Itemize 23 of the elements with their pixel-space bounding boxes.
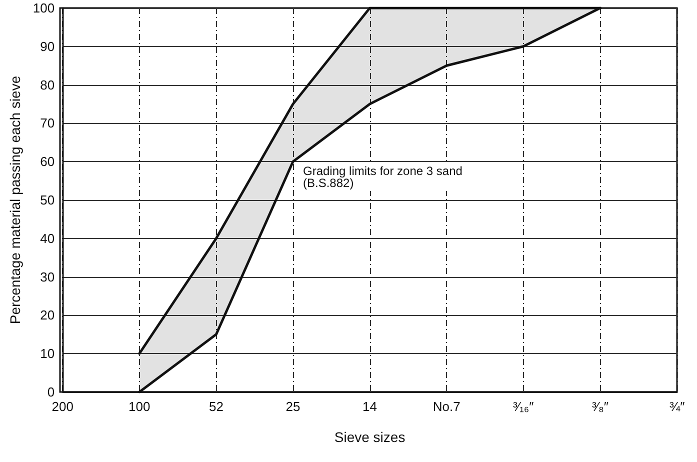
x-tick-label: 14 (362, 399, 378, 414)
x-tick-label: 25 (286, 399, 300, 414)
y-tick-label: 30 (40, 269, 55, 284)
y-tick-label: 90 (40, 38, 55, 54)
annotation: Grading limits for zone 3 sand (B.S.882) (303, 164, 462, 190)
y-tick-label: 100 (32, 0, 55, 16)
y-tick-label: 40 (40, 230, 55, 246)
y-axis-title: Percentage material passing each sieve (7, 76, 23, 324)
y-tick-label: 70 (40, 116, 55, 131)
y-tick-label: 10 (40, 346, 55, 362)
x-tick-label: ³⁄₁₆″ (513, 399, 534, 414)
x-tick-label: ¾″ (669, 399, 686, 414)
y-tick-label: 0 (47, 384, 55, 400)
y-tick-label: 20 (40, 308, 55, 323)
x-tick-label: 52 (208, 399, 224, 414)
x-tick-label: No.7 (432, 399, 460, 414)
x-tick-label: 100 (128, 399, 150, 414)
y-tick-label: 60 (40, 154, 55, 170)
x-axis-title: Sieve sizes (334, 429, 406, 445)
y-tick-label: 50 (40, 192, 55, 208)
y-tick-label: 80 (40, 77, 55, 92)
x-tick-label: ³⁄₈″ (592, 399, 609, 414)
x-tick-label: 200 (52, 399, 74, 414)
